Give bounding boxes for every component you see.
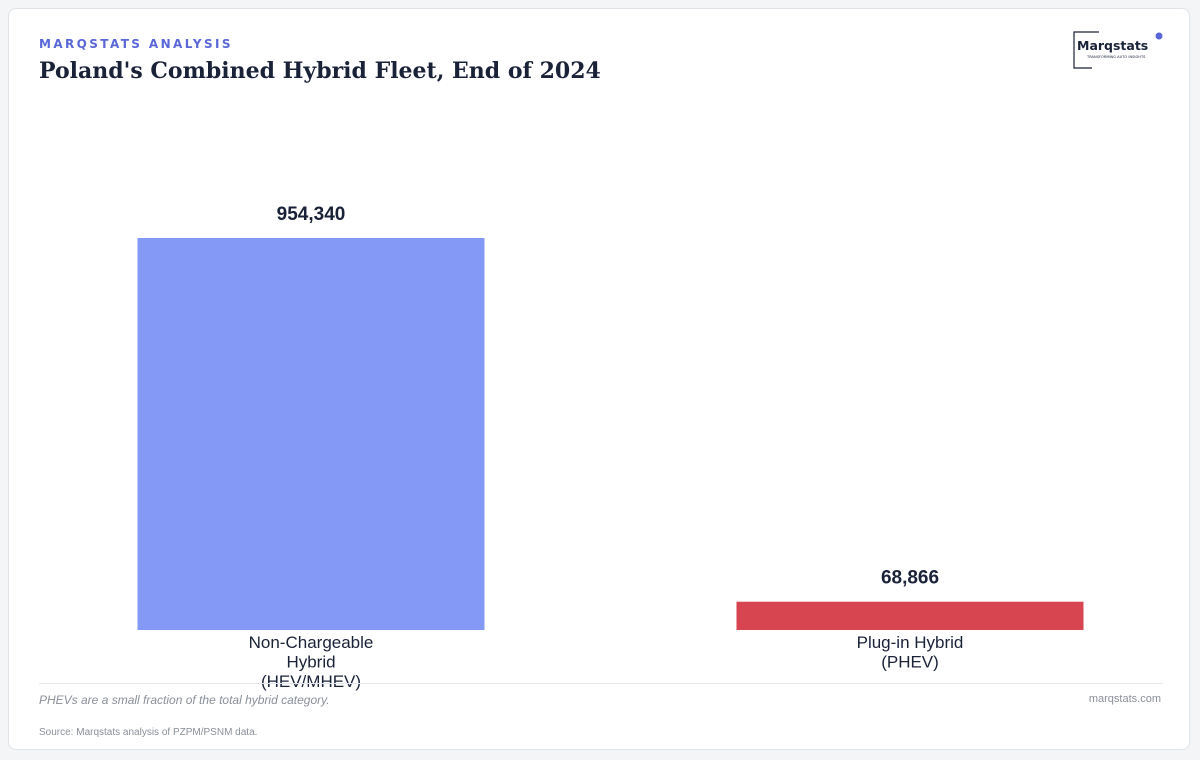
chart-card: MARQSTATS ANALYSIS Poland's Combined Hyb…	[8, 8, 1190, 750]
category-label-line: Plug-in Hybrid	[857, 633, 964, 652]
category-label-line: (PHEV)	[881, 653, 939, 672]
category-label-line: (HEV/MHEV)	[261, 672, 361, 691]
bar-chart: 954,340 Non-Chargeable Hybrid (HEV/MHEV) 68,…	[137, 204, 1084, 691]
footer-note: PHEVs are a small fraction of the total …	[39, 693, 330, 707]
website-link[interactable]: marqstats.com	[1088, 693, 1161, 705]
chart-title: Poland's Combined Hybrid Fleet, End of 2…	[39, 58, 601, 84]
eyebrow-label: MARQSTATS ANALYSIS	[39, 37, 233, 51]
bar-0	[137, 238, 485, 630]
footer-divider	[39, 683, 1163, 684]
source-note: Source: Marqstats analysis of PZPM/PSNM …	[39, 727, 258, 738]
logo-tagline: TRANSFORMING AUTO INSIGHTS	[1086, 55, 1146, 59]
value-label-1: 68,866	[881, 568, 939, 589]
category-label-line: Non-Chargeable	[249, 633, 374, 652]
category-label-0: Non-Chargeable Hybrid (HEV/MHEV)	[249, 633, 374, 691]
category-label-line: Hybrid	[286, 653, 335, 672]
bar-1	[736, 601, 1084, 630]
value-label-0: 954,340	[277, 204, 346, 225]
marqstats-logo: Marqstats TRANSFORMING AUTO INSIGHTS	[1073, 31, 1163, 69]
logo-wordmark: Marqstats	[1077, 38, 1148, 53]
category-label-1: Plug-in Hybrid (PHEV)	[857, 633, 964, 672]
